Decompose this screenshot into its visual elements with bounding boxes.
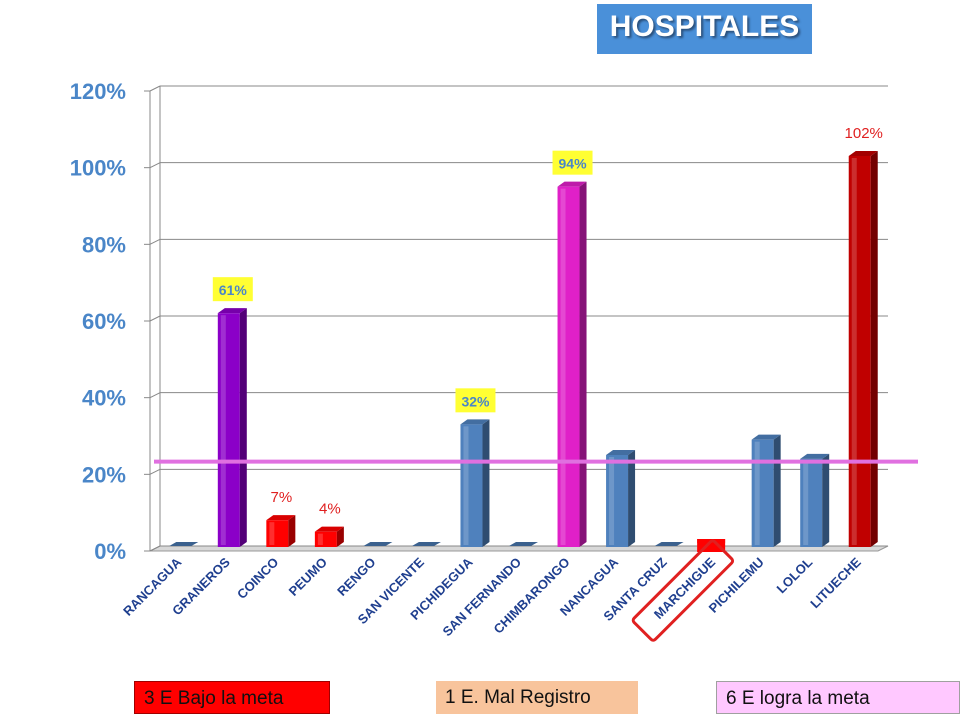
y-tick-label: 100% <box>70 156 126 181</box>
data-label: 61% <box>219 282 248 298</box>
y-tick-label: 40% <box>82 386 126 411</box>
legend-bad-record: 1 E. Mal Registro <box>436 681 638 714</box>
bar-lolol <box>800 453 830 547</box>
chart-floor <box>149 545 889 552</box>
data-label: 7% <box>270 489 292 506</box>
data-label: 4% <box>319 501 341 518</box>
bar-chimbarongo <box>557 181 587 547</box>
bar-chart: 0% 20% 40% 60% 80% 100% 120% 61% 7% 4% 32% 94% 102% R… <box>70 79 918 642</box>
y-tick-label: 120% <box>70 79 126 104</box>
data-label: 102% <box>845 125 883 142</box>
y-tick-label: 60% <box>82 309 126 334</box>
gridline-depth <box>149 545 161 552</box>
data-label-bg <box>552 150 593 175</box>
gridline-depth <box>149 85 161 92</box>
gridline-depth <box>149 468 161 475</box>
chart-title: HOSPITALES <box>609 10 800 43</box>
gridline-depth <box>149 315 161 322</box>
bar-santa-cruz <box>654 542 684 546</box>
data-label-bg <box>212 277 253 302</box>
bar-peumo <box>314 526 344 547</box>
gridline-depth <box>149 238 161 245</box>
bar-san-fernando <box>509 542 538 546</box>
gridline-depth <box>149 392 161 399</box>
bar-rengo <box>363 542 393 546</box>
x-tick-label: PEUMO <box>286 555 330 599</box>
bar-litueche <box>848 151 878 547</box>
x-tick-label: LITUECHE <box>807 554 864 611</box>
legend-meets-target: 6 E logra la meta <box>716 681 960 714</box>
bar-san-vicente <box>411 542 441 546</box>
bar-pichidegua <box>460 419 490 547</box>
bar-graneros <box>217 308 247 547</box>
legend-below-target: 3 E Bajo la meta <box>134 681 330 714</box>
bar-pichilemu <box>751 434 781 547</box>
title-box: HOSPITALES <box>597 4 812 54</box>
x-tick-label: RENGO <box>334 555 378 599</box>
y-tick-label: 20% <box>82 462 126 487</box>
bar-rancagua <box>169 542 199 546</box>
x-tick-label: COINCO <box>234 555 281 602</box>
y-tick-label: 80% <box>82 232 126 257</box>
x-tick-label: LOLOL <box>774 554 816 596</box>
gridline-depth <box>149 162 161 169</box>
data-label: 32% <box>461 393 490 409</box>
data-label: 94% <box>559 156 588 172</box>
bar-nancagua <box>606 450 636 547</box>
highlight-box <box>631 539 735 642</box>
bar-coinco <box>266 515 296 547</box>
data-label-bg <box>455 388 496 413</box>
y-tick-label: 0% <box>94 539 126 564</box>
